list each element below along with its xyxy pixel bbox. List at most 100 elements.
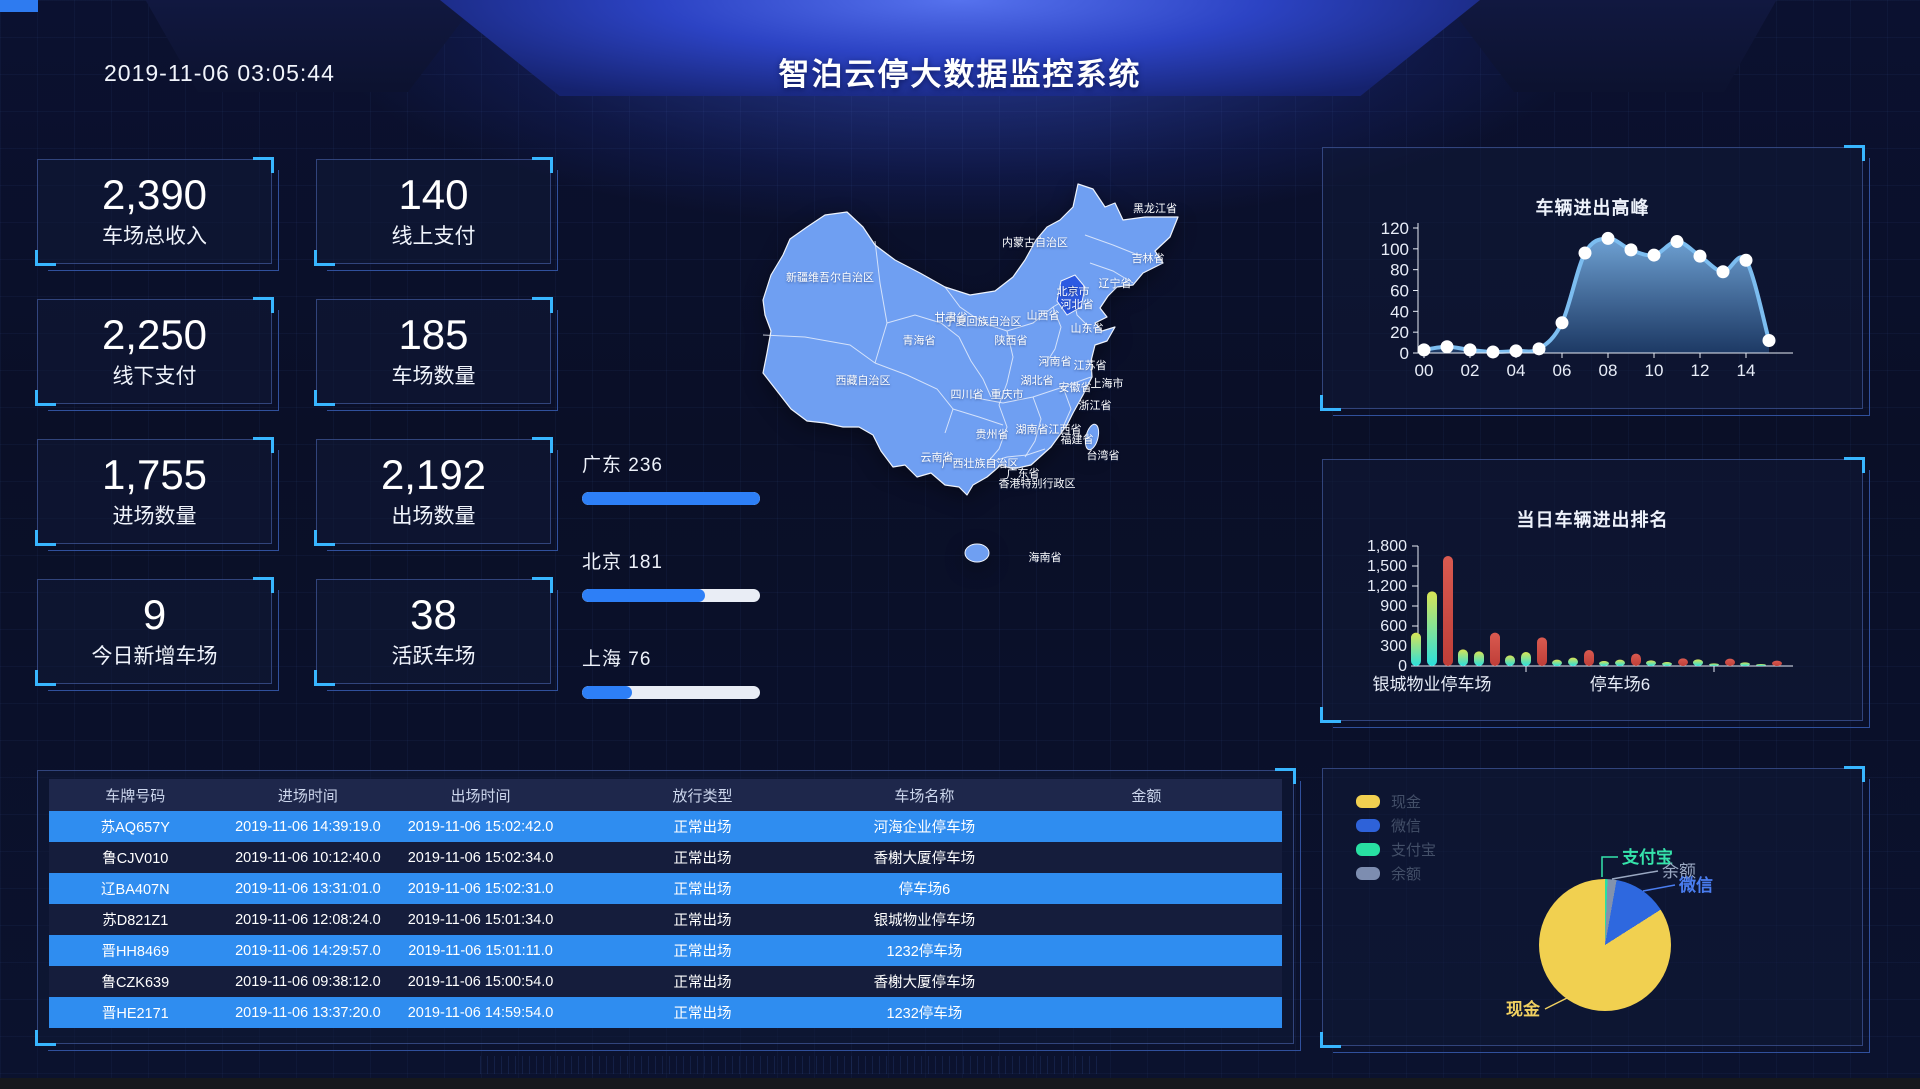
- payment-pie-chart[interactable]: [1539, 879, 1671, 1011]
- svg-text:60: 60: [1390, 282, 1409, 301]
- stat-card: 185 车场数量: [314, 297, 558, 411]
- table-cell: 鲁CJV010: [49, 842, 222, 873]
- svg-text:银城物业停车场: 银城物业停车场: [1373, 675, 1492, 694]
- stat-card-grid: 2,390 车场总收入 140 线上支付 2,250 线下支付 185 车场数量 1,755 进场…: [35, 157, 558, 691]
- svg-text:10: 10: [1645, 361, 1664, 380]
- svg-text:支付宝: 支付宝: [1622, 847, 1673, 867]
- legend-swatch-icon: [1356, 842, 1380, 856]
- legend-item[interactable]: 现金: [1356, 789, 1436, 813]
- table-cell: 2019-11-06 09:38:12.0: [221, 966, 395, 997]
- table-cell: 1232停车场: [838, 935, 1011, 966]
- table-cell: 鲁CZK639: [49, 966, 222, 997]
- stat-value: 185: [398, 310, 469, 358]
- svg-text:1,200: 1,200: [1367, 578, 1407, 595]
- stat-label: 今日新增车场: [91, 645, 218, 669]
- stat-value: 1,755: [101, 450, 208, 498]
- table-cell: 正常出场: [566, 997, 839, 1028]
- svg-text:1,500: 1,500: [1367, 558, 1407, 575]
- svg-text:0: 0: [1398, 658, 1407, 675]
- table-header-cell: 车牌号码: [49, 779, 222, 811]
- table-cell: 2019-11-06 13:37:20.0: [221, 997, 395, 1028]
- table-cell: 河海企业停车场: [838, 811, 1011, 842]
- corner-bracket: [35, 530, 56, 546]
- header-banner: [440, 0, 1480, 96]
- stat-label: 车场总收入: [102, 225, 207, 249]
- corner-bracket: [35, 390, 56, 406]
- corner-bracket: [314, 530, 335, 546]
- panel-vehicle-peak: 车辆进出高峰 0 20 40 60 80 100 120 00 02 04 06 08 10 12 14: [1320, 145, 1870, 416]
- table-row: 苏AQ657Y 2019-11-06 14:39:19.0 2019-11-06 1…: [49, 811, 1282, 842]
- stat-card: 140 线上支付: [314, 157, 558, 271]
- corner-bracket: [253, 297, 274, 313]
- china-map[interactable]: 新疆维吾尔自治区 内蒙古自治区 黑龙江省 吉林省 辽宁省 北京市 河北省 山西省 山东省 甘肃省宁…: [755, 165, 1215, 585]
- svg-text:00: 00: [1415, 361, 1434, 380]
- table-header-cell: 车场名称: [838, 779, 1011, 811]
- svg-text:0: 0: [1400, 344, 1409, 363]
- page-title: 智泊云停大数据监控系统: [778, 56, 1142, 92]
- svg-text:现金: 现金: [1506, 999, 1541, 1019]
- legend-swatch-icon: [1356, 818, 1380, 832]
- legend-swatch-icon: [1356, 866, 1380, 880]
- table-cell: 2019-11-06 14:39:19.0: [221, 811, 395, 842]
- table-cell: [1010, 842, 1282, 873]
- stat-card: 2,250 线下支付: [35, 297, 279, 411]
- table-cell: 正常出场: [566, 842, 839, 873]
- svg-text:停车场6: 停车场6: [1590, 675, 1650, 694]
- legend-item[interactable]: 余额: [1356, 861, 1436, 885]
- table-cell: 正常出场: [566, 966, 839, 997]
- corner-bracket: [532, 577, 553, 593]
- table-cell: 香榭大厦停车场: [838, 966, 1011, 997]
- line-chart: 0 20 40 60 80 100 120 00 02 04 06 08 10 12 14: [1323, 148, 1862, 408]
- table-cell: 苏AQ657Y: [49, 811, 222, 842]
- province-progress-label: 广东 236: [582, 455, 663, 476]
- stat-value: 2,192: [380, 450, 487, 498]
- table-cell: 正常出场: [566, 904, 839, 935]
- svg-text:余额: 余额: [1662, 862, 1696, 881]
- province-progress-row: 北京 181: [582, 547, 762, 602]
- panel-vehicle-ranking: 当日车辆进出排名 0 300 600 900 1,200 1,500 1,800 银城物业停车…: [1320, 457, 1870, 728]
- svg-text:100: 100: [1381, 240, 1409, 259]
- stat-card: 2,390 车场总收入: [35, 157, 279, 271]
- stat-value: 140: [398, 170, 469, 218]
- table-header-cell: 进场时间: [221, 779, 395, 811]
- table-cell: 正常出场: [566, 935, 839, 966]
- svg-text:40: 40: [1390, 302, 1409, 321]
- table-cell: 停车场6: [838, 873, 1011, 904]
- svg-text:02: 02: [1461, 361, 1480, 380]
- corner-bracket: [532, 297, 553, 313]
- panel-payment-share: 现金 微信 支付宝 余额 支付宝 余额 微信 现金: [1320, 766, 1870, 1053]
- svg-text:14: 14: [1737, 361, 1756, 380]
- table-cell: [1010, 873, 1282, 904]
- table-row: 鲁CJV010 2019-11-06 10:12:40.0 2019-11-06 1…: [49, 842, 1282, 873]
- svg-text:900: 900: [1380, 598, 1407, 615]
- legend-item[interactable]: 微信: [1356, 813, 1436, 837]
- progress-track: [582, 492, 760, 505]
- stat-value: 2,390: [101, 170, 208, 218]
- svg-text:120: 120: [1381, 219, 1409, 238]
- line-chart-title: 车辆进出高峰: [1535, 198, 1650, 218]
- province-progress-label: 上海 76: [582, 649, 652, 670]
- legend-label: 余额: [1391, 865, 1422, 883]
- table-cell: 2019-11-06 15:02:34.0: [394, 842, 567, 873]
- svg-text:1,800: 1,800: [1367, 538, 1407, 555]
- table-row: 辽BA407N 2019-11-06 13:31:01.0 2019-11-06 1…: [49, 873, 1282, 904]
- corner-bracket: [532, 437, 553, 453]
- corner-bracket: [1320, 1032, 1341, 1048]
- corner-bracket: [253, 437, 274, 453]
- table-cell: 晋HE2171: [49, 997, 222, 1028]
- table-cell: 1232停车场: [838, 997, 1011, 1028]
- exit-records-table: 车牌号码 进场时间 出场时间 放行类型 车场名称 金额 苏AQ657Y 2019-11-06 …: [49, 779, 1282, 1028]
- table-header-row: 车牌号码 进场时间 出场时间 放行类型 车场名称 金额: [49, 779, 1282, 811]
- legend-item[interactable]: 支付宝: [1356, 837, 1436, 861]
- stat-label: 线下支付: [112, 365, 197, 389]
- table-cell: 正常出场: [566, 873, 839, 904]
- table-cell: 苏D821Z1: [49, 904, 222, 935]
- svg-text:04: 04: [1507, 361, 1526, 380]
- bar-chart: 0 300 600 900 1,200 1,500 1,800 银城物业停车场 停车场6: [1323, 460, 1862, 720]
- table-cell: 2019-11-06 14:29:57.0: [221, 935, 395, 966]
- progress-track: [582, 589, 760, 602]
- table-cell: 银城物业停车场: [838, 904, 1011, 935]
- header-wing-right: [1444, 0, 1777, 92]
- corner-bracket: [1844, 766, 1865, 782]
- table-header-cell: 金额: [1010, 779, 1282, 811]
